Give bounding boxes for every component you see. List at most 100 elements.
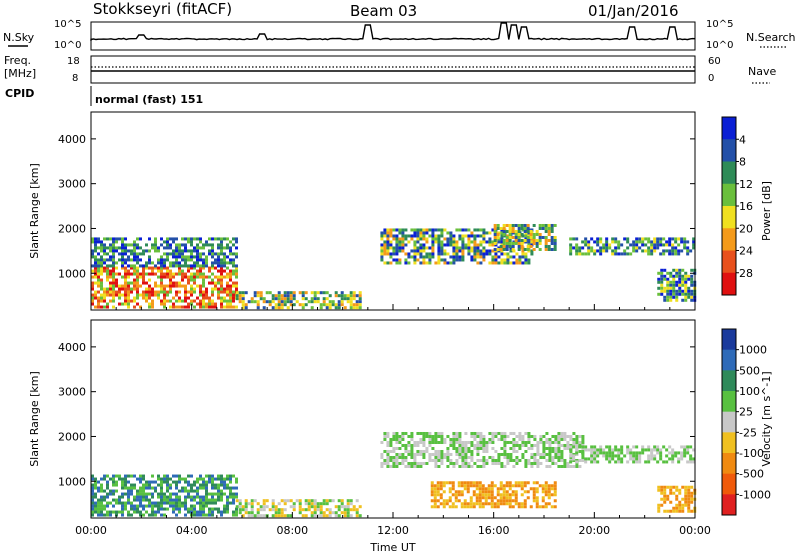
data-cell (277, 508, 281, 512)
data-cell (545, 437, 549, 441)
data-cell (593, 454, 597, 458)
data-cell (187, 510, 190, 514)
data-cell (687, 295, 691, 299)
data-cell (575, 452, 579, 456)
data-cell (575, 252, 579, 256)
data-cell (452, 255, 456, 259)
data-cell (593, 460, 597, 464)
data-cell (307, 505, 311, 509)
data-cell (443, 228, 447, 232)
data-cell (223, 299, 226, 303)
data-cell (235, 291, 239, 295)
data-cell (683, 454, 687, 458)
data-cell (535, 481, 539, 485)
data-cell (163, 290, 166, 294)
data-cell (523, 238, 527, 242)
data-cell (175, 264, 178, 268)
data-cell (106, 258, 109, 262)
data-cell (505, 481, 509, 485)
data-cell (169, 477, 172, 481)
data-cell (395, 455, 399, 459)
data-cell (313, 502, 317, 506)
data-cell (349, 297, 353, 301)
data-cell (437, 246, 441, 250)
data-cell (94, 296, 97, 300)
data-cell (490, 490, 494, 494)
data-cell (121, 501, 124, 505)
data-cell (410, 431, 414, 435)
data-cell (464, 458, 468, 462)
data-cell (130, 486, 133, 490)
data-cell (602, 448, 606, 452)
data-cell (166, 495, 169, 499)
data-cell (620, 451, 624, 455)
data-cell (154, 489, 157, 493)
data-cell (103, 249, 106, 253)
data-cell (199, 258, 202, 262)
data-cell (130, 266, 133, 270)
data-cell (675, 509, 679, 513)
data-cell (553, 499, 557, 503)
data-cell (445, 481, 449, 485)
power-colorbar-label: Power [dB] (760, 181, 773, 241)
data-cell (508, 496, 512, 500)
data-cell (488, 252, 492, 256)
data-cell (139, 474, 142, 478)
data-cell (151, 305, 154, 309)
data-cell (535, 490, 539, 494)
data-cell (154, 513, 157, 517)
data-cell (386, 464, 390, 468)
data-cell (124, 237, 127, 241)
data-cell (235, 255, 238, 259)
noise-panel: N.Sky 10^5 10^0 10^5 10^0 N.Search (3, 19, 796, 51)
data-cell (496, 505, 500, 509)
data-cell (672, 295, 676, 299)
data-cell (557, 443, 561, 447)
data-cell (145, 261, 148, 265)
data-cell (524, 440, 528, 444)
data-cell (461, 440, 465, 444)
data-cell (455, 446, 459, 450)
data-cell (136, 255, 139, 259)
data-cell (112, 287, 115, 291)
data-cell (148, 513, 151, 517)
data-cell (136, 287, 139, 291)
data-cell (166, 293, 169, 297)
data-cell (502, 244, 506, 248)
data-cell (217, 264, 220, 268)
data-cell (211, 246, 214, 250)
data-cell (196, 486, 199, 490)
data-cell (678, 280, 682, 284)
data-cell (413, 458, 417, 462)
x-tick-label: 00:00 (75, 524, 107, 537)
data-cell (220, 284, 223, 288)
data-cell (205, 495, 208, 499)
data-cell (145, 287, 148, 291)
data-cell (626, 246, 630, 250)
data-cell (220, 275, 223, 279)
data-cell (638, 240, 642, 244)
data-cell (187, 483, 190, 487)
data-cell (506, 261, 510, 265)
data-cell (593, 445, 597, 449)
data-cell (100, 246, 103, 250)
data-cell (687, 286, 691, 290)
data-cell (503, 464, 507, 468)
data-cell (398, 261, 402, 265)
data-cell (455, 246, 459, 250)
data-cell (187, 269, 190, 273)
data-cell (184, 255, 187, 259)
data-cell (211, 483, 214, 487)
data-cell (497, 437, 501, 441)
data-cell (238, 291, 242, 295)
data-cell (304, 499, 308, 503)
data-cell (686, 448, 690, 452)
data-cell (541, 223, 545, 227)
data-cell (608, 448, 612, 452)
noise-left-tick-bottom: 10^0 (54, 40, 81, 51)
data-cell (605, 246, 609, 250)
data-cell (521, 452, 525, 456)
data-cell (262, 297, 266, 301)
data-cell (460, 490, 464, 494)
data-cell (514, 499, 518, 503)
